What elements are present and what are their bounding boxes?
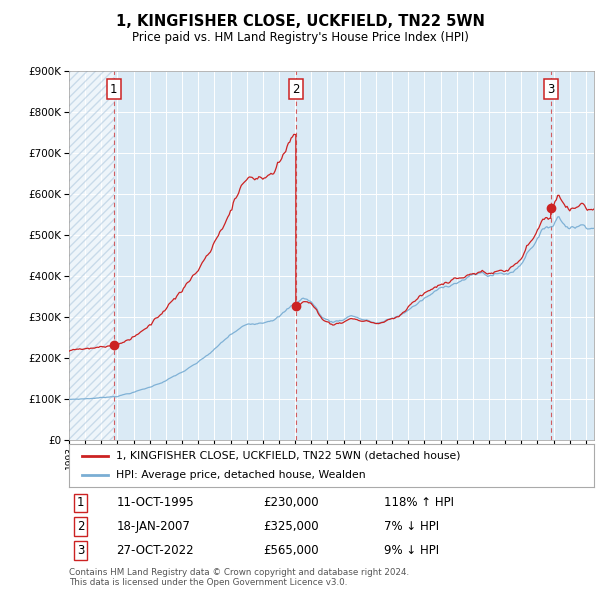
Text: Contains HM Land Registry data © Crown copyright and database right 2024.
This d: Contains HM Land Registry data © Crown c… — [69, 568, 409, 587]
Text: 3: 3 — [77, 543, 84, 557]
Text: 18-JAN-2007: 18-JAN-2007 — [116, 520, 190, 533]
Text: 9% ↓ HPI: 9% ↓ HPI — [384, 543, 439, 557]
Text: Price paid vs. HM Land Registry's House Price Index (HPI): Price paid vs. HM Land Registry's House … — [131, 31, 469, 44]
Text: £230,000: £230,000 — [263, 496, 319, 510]
Text: 2: 2 — [292, 83, 299, 96]
Text: 1, KINGFISHER CLOSE, UCKFIELD, TN22 5WN: 1, KINGFISHER CLOSE, UCKFIELD, TN22 5WN — [116, 14, 484, 28]
Text: HPI: Average price, detached house, Wealden: HPI: Average price, detached house, Weal… — [116, 470, 366, 480]
Text: 1: 1 — [110, 83, 118, 96]
Text: 7% ↓ HPI: 7% ↓ HPI — [384, 520, 439, 533]
Text: £565,000: £565,000 — [263, 543, 319, 557]
Text: 118% ↑ HPI: 118% ↑ HPI — [384, 496, 454, 510]
Bar — [69, 71, 114, 440]
Text: 1: 1 — [77, 496, 84, 510]
Text: 1, KINGFISHER CLOSE, UCKFIELD, TN22 5WN (detached house): 1, KINGFISHER CLOSE, UCKFIELD, TN22 5WN … — [116, 451, 461, 461]
Text: 2: 2 — [77, 520, 84, 533]
Text: £325,000: £325,000 — [263, 520, 319, 533]
Text: 27-OCT-2022: 27-OCT-2022 — [116, 543, 194, 557]
Text: 11-OCT-1995: 11-OCT-1995 — [116, 496, 194, 510]
Text: 3: 3 — [547, 83, 554, 96]
